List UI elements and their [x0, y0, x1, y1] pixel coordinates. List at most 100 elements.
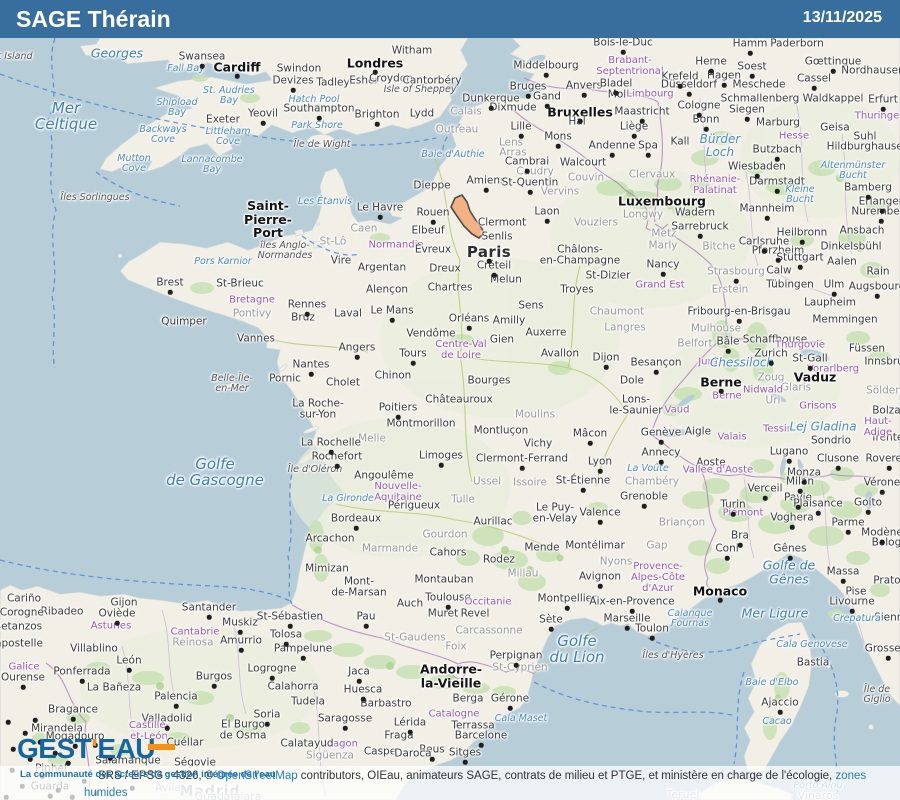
map-label: Les Étanvis	[298, 195, 352, 207]
map-label: Vorarlberg	[806, 363, 860, 375]
city-dot	[37, 739, 43, 745]
map-label: Galice	[8, 661, 40, 673]
map-label: Golfe de Gascogne	[166, 454, 264, 489]
map-label: Muret	[427, 607, 459, 620]
map-label: Normandie	[368, 239, 424, 251]
map-label: Ulm	[823, 278, 845, 291]
map-label: Cala Genovese	[776, 638, 848, 650]
city-dot	[764, 215, 770, 221]
map-label: Marseille	[603, 612, 651, 625]
map-label: Annecy	[641, 446, 681, 459]
map-label: Dinkelsbühl	[820, 240, 882, 253]
map-label: La Voûte	[627, 462, 669, 474]
map-label: Grenoble	[620, 490, 668, 503]
attribution-line2: humides	[84, 787, 127, 799]
city-dot	[72, 743, 78, 749]
map-label: Voghera	[770, 511, 814, 524]
map-view: t Island Georges Swansea Cardiff Witham Londr…	[0, 38, 900, 800]
map-label: Thurgovie	[774, 339, 826, 351]
map-label: Milan	[786, 475, 814, 488]
map-label: Aalen	[827, 255, 857, 268]
map-label: Clermont-Ferrand	[475, 452, 569, 465]
attribution-bar: SRS / EPSG : 4326, © OpenStreetMap contr…	[0, 766, 900, 800]
map-label: Le Puy- en-Velay	[532, 501, 578, 525]
map-label: Rochefort	[311, 450, 363, 463]
map-label: Yeovil	[248, 107, 278, 120]
city-dot	[518, 133, 524, 139]
city-dot	[717, 597, 723, 603]
map-label: St-Sébastien	[256, 610, 324, 623]
sage-therain-area[interactable]	[450, 194, 485, 239]
city-dot	[754, 173, 760, 179]
map-label: Île de Giglio	[863, 683, 891, 705]
city-dot	[32, 717, 38, 723]
map-label: Lens	[498, 136, 524, 149]
map-label: Dunkerque	[462, 92, 520, 105]
map-label: Rain	[866, 265, 890, 278]
city-dot	[799, 239, 805, 245]
map-label: Jura	[698, 356, 718, 368]
map-label: Moulins	[514, 408, 556, 421]
map-label: Dixmude	[489, 101, 537, 114]
map-label: Grand Est	[635, 279, 685, 291]
attribution-text: SRS / EPSG : 4326, ©	[98, 770, 217, 782]
map-label: Cahors	[429, 546, 467, 559]
attribution-link[interactable]: zones	[835, 770, 867, 782]
map-label: Laon	[534, 205, 560, 218]
map-label: Bruz	[291, 311, 315, 324]
map-label: Îles Sorlingues	[60, 191, 130, 203]
city-dot	[737, 542, 743, 548]
map-label: Brighton	[354, 108, 400, 121]
city-dot	[581, 92, 587, 98]
city-dot	[260, 120, 266, 126]
city-dot	[445, 604, 451, 610]
map-label: Elbeuf	[411, 224, 445, 237]
map-label: Sens	[518, 299, 544, 312]
map-label: Besançon	[630, 356, 682, 369]
city-dot	[736, 318, 742, 324]
city-dot	[777, 709, 783, 715]
map-label: Modène	[861, 526, 900, 539]
map-label: Erstein	[711, 283, 749, 296]
map-label: La Bañeza	[86, 681, 142, 694]
map-label: Asturies	[90, 620, 132, 632]
gesteau-logo: GEST'EAU	[17, 733, 156, 765]
map-label: Calatayud	[280, 737, 334, 750]
map-label: Georges	[90, 45, 144, 61]
city-dot	[22, 730, 28, 736]
city-dot	[603, 364, 609, 370]
map-label: St-Quentin	[501, 176, 559, 189]
map-label: Ribadeo	[40, 605, 84, 618]
map-label: Ajaccio	[761, 696, 799, 709]
city-dot	[466, 325, 472, 331]
map-label: Gênes	[773, 542, 807, 555]
city-dot	[328, 449, 334, 455]
map-label: Calw	[766, 264, 792, 277]
map-label: Chessiloch	[709, 355, 775, 370]
map-label: Revel	[460, 607, 490, 620]
city-dot	[815, 510, 821, 516]
map-label: Maastricht	[614, 105, 670, 118]
map-label: Vouziers	[573, 216, 619, 229]
attribution-link[interactable]: humides	[84, 787, 128, 799]
map-label: Anvers	[565, 79, 603, 92]
map-label: Bourges	[467, 374, 511, 387]
map-label: Witham	[391, 44, 433, 57]
city-dot	[395, 414, 401, 420]
map-label: St-Étienne	[555, 474, 611, 487]
logo-apostrophe: '	[91, 733, 98, 764]
map-label: Vichy	[523, 437, 553, 450]
city-dot	[879, 539, 885, 545]
map-label: Nidwald	[742, 384, 784, 396]
map-label: Pampelune	[273, 642, 333, 655]
map-label: Goito	[853, 496, 883, 509]
map-label: Exeter	[206, 113, 240, 126]
city-dot	[173, 703, 179, 709]
map-label: Rovereto	[865, 452, 900, 465]
map-label: Troyes	[560, 283, 594, 296]
map-label: Siegen	[729, 103, 765, 116]
attribution-link[interactable]: OpenStreetMap	[216, 770, 298, 782]
city-dot	[525, 93, 531, 99]
map-label: Laval	[334, 307, 362, 320]
map-label: Parme	[831, 516, 865, 529]
